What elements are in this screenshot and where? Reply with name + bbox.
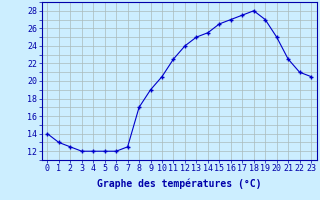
X-axis label: Graphe des températures (°C): Graphe des températures (°C) bbox=[97, 179, 261, 189]
